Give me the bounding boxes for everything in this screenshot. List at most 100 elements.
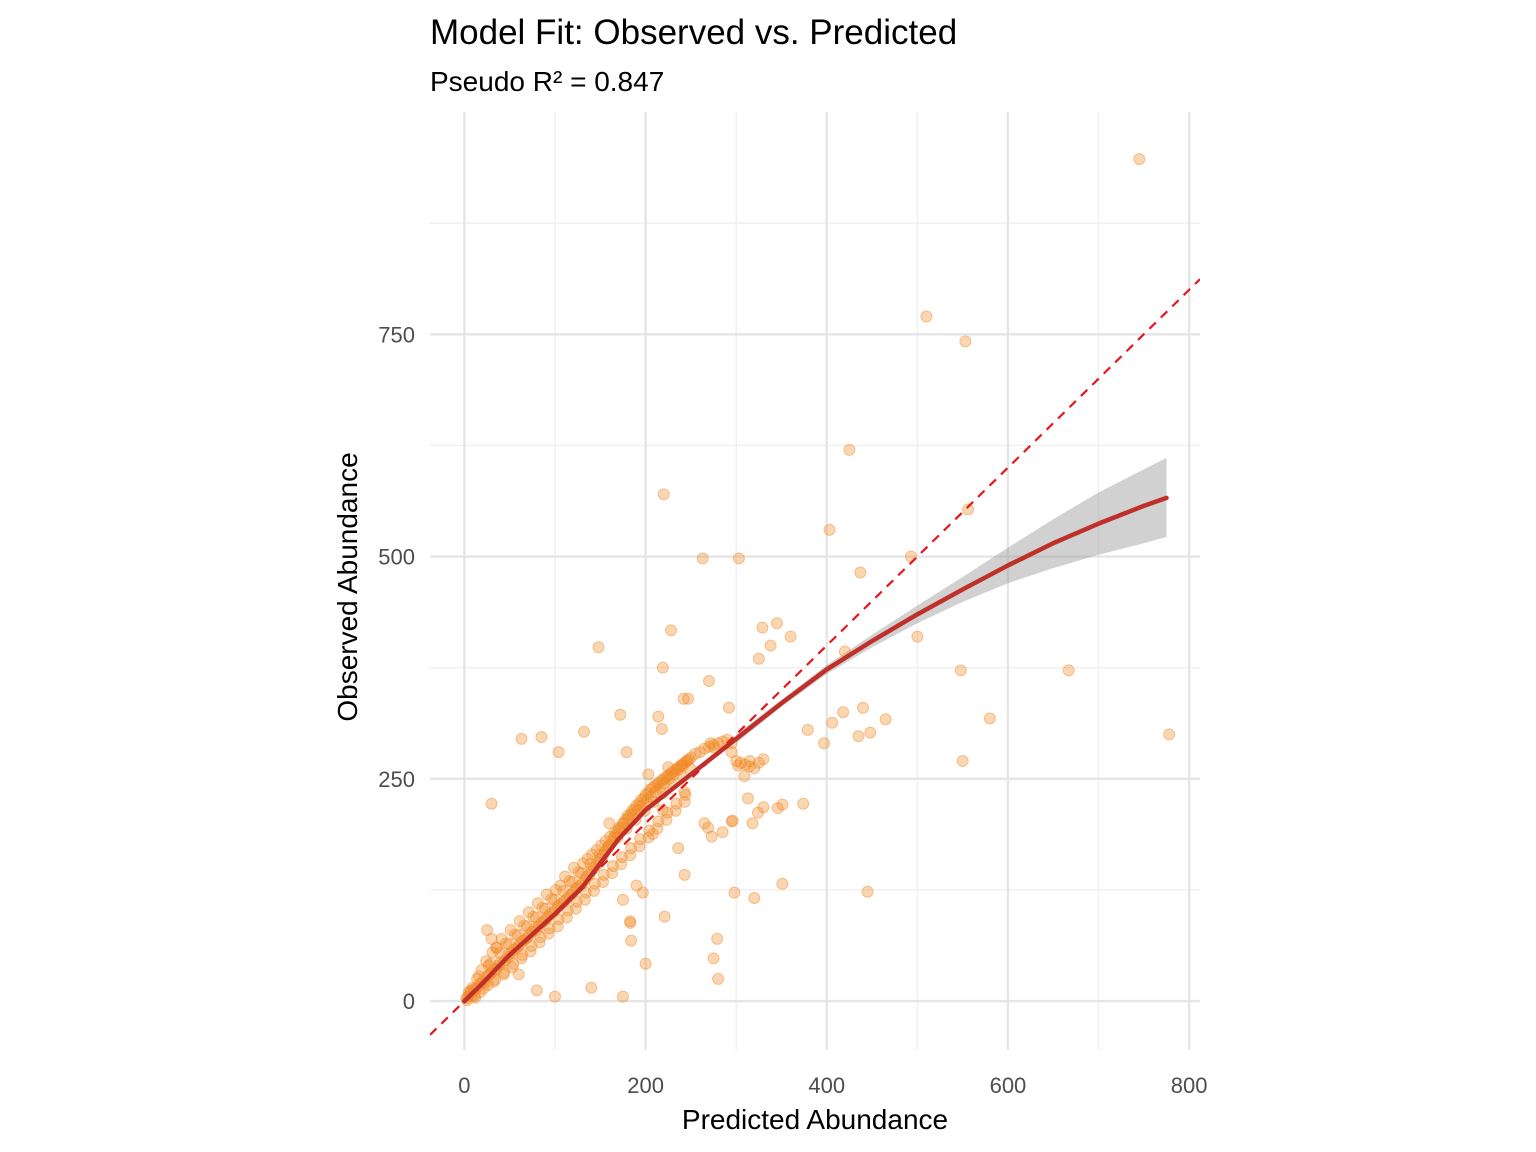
data-point — [597, 875, 610, 888]
data-point — [757, 801, 770, 814]
data-point — [757, 753, 770, 766]
data-point — [764, 639, 777, 652]
data-point — [595, 839, 608, 852]
data-point — [655, 723, 668, 736]
data-point — [636, 886, 649, 899]
data-point — [572, 866, 585, 879]
data-point — [741, 792, 754, 805]
data-point — [660, 771, 673, 784]
y-tick-label: 0 — [403, 989, 415, 1014]
data-point — [624, 849, 637, 862]
data-point — [592, 641, 605, 654]
data-point — [857, 701, 870, 714]
data-point — [770, 617, 783, 630]
data-point — [956, 755, 969, 768]
data-point — [959, 335, 972, 348]
data-point — [657, 488, 670, 501]
data-point — [489, 973, 502, 986]
data-point — [542, 927, 555, 940]
data-point — [656, 661, 669, 674]
data-point — [667, 768, 680, 781]
data-point — [545, 892, 558, 905]
data-point — [712, 972, 725, 985]
data-point — [861, 885, 874, 898]
data-point — [566, 875, 579, 888]
data-point — [498, 966, 511, 979]
data-point — [854, 566, 867, 579]
data-point — [1062, 664, 1075, 677]
data-point — [604, 830, 617, 843]
data-point — [679, 788, 692, 801]
data-point — [616, 990, 629, 1003]
data-point — [725, 815, 738, 828]
data-point — [646, 827, 659, 840]
data-point — [606, 867, 619, 880]
data-point — [738, 770, 751, 783]
data-point — [655, 774, 668, 787]
data-point — [586, 848, 599, 861]
data-point — [711, 932, 724, 945]
data-point — [704, 737, 717, 750]
data-point — [630, 879, 643, 892]
data-point — [637, 792, 650, 805]
data-point — [696, 552, 709, 565]
data-point — [575, 867, 588, 880]
data-point — [672, 842, 685, 855]
data-point — [475, 963, 488, 976]
data-point — [743, 755, 756, 768]
data-point — [864, 726, 877, 739]
data-point — [606, 859, 619, 872]
data-point — [588, 877, 601, 890]
x-tick-label: 600 — [990, 1073, 1027, 1098]
data-point — [669, 763, 682, 776]
data-point — [678, 786, 691, 799]
data-point — [730, 755, 743, 768]
data-point — [619, 813, 632, 826]
data-point — [630, 799, 643, 812]
data-point — [643, 824, 656, 837]
data-point — [1163, 728, 1176, 741]
data-point — [530, 984, 543, 997]
data-point — [495, 932, 508, 945]
data-point — [502, 938, 515, 951]
data-point — [626, 804, 639, 817]
data-point — [616, 893, 629, 906]
data-point — [485, 932, 498, 945]
data-point — [540, 888, 553, 901]
data-point — [527, 910, 540, 923]
data-point — [652, 710, 665, 723]
data-point — [646, 781, 659, 794]
data-point — [482, 959, 495, 972]
data-point — [511, 929, 524, 942]
x-tick-label: 200 — [627, 1073, 664, 1098]
data-point — [725, 746, 738, 759]
data-point — [491, 941, 504, 954]
data-point — [664, 624, 677, 637]
data-point — [549, 883, 562, 896]
data-point — [664, 767, 677, 780]
data-point — [585, 981, 598, 994]
y-tick-label: 250 — [378, 767, 415, 792]
data-point — [962, 503, 975, 516]
chart-subtitle: Pseudo R² = 0.847 — [430, 66, 664, 97]
data-point — [543, 922, 556, 935]
data-point — [625, 934, 638, 947]
data-point — [678, 868, 691, 881]
data-point — [662, 769, 675, 782]
data-point — [620, 746, 633, 759]
data-point — [682, 692, 695, 705]
data-point — [608, 826, 621, 839]
data-point — [642, 768, 655, 781]
data-point — [599, 835, 612, 848]
data-point — [569, 902, 582, 915]
data-point — [584, 858, 597, 871]
data-point — [776, 798, 789, 811]
x-axis-ticks: 0 200 400 600 800 — [458, 1073, 1207, 1098]
data-point — [698, 817, 711, 830]
data-point — [554, 879, 567, 892]
data-point — [683, 753, 696, 766]
data-point — [726, 814, 739, 827]
data-point — [504, 923, 517, 936]
y-axis-title: Observed Abundance — [332, 452, 363, 721]
data-point — [533, 936, 546, 949]
